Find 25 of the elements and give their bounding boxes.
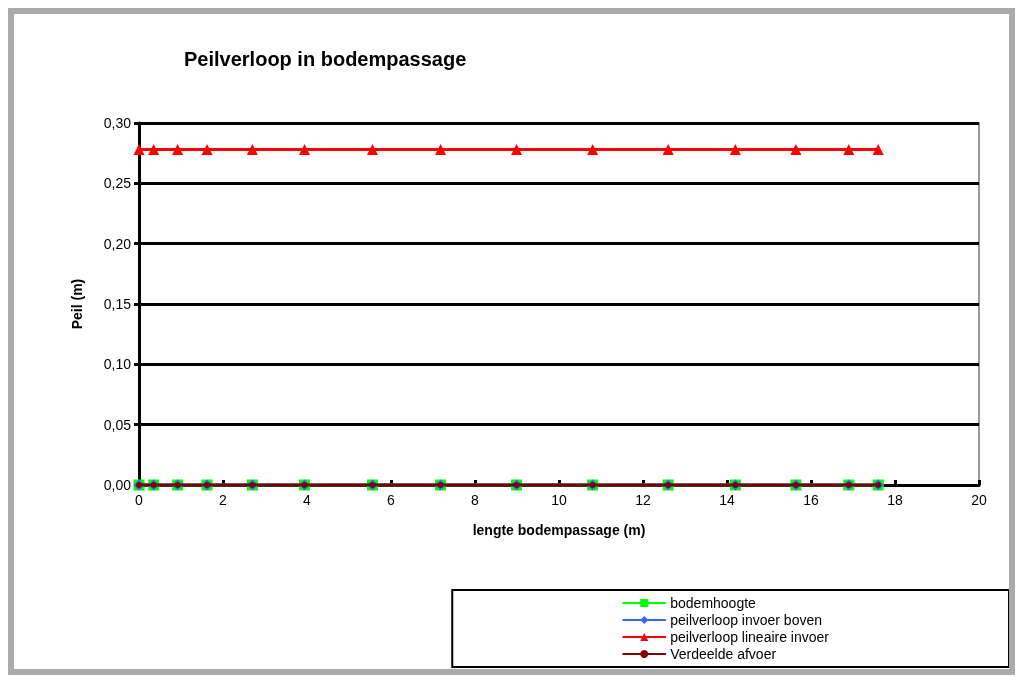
x-tick-label: 6 <box>387 492 396 508</box>
x-tick-label: 10 <box>551 492 567 508</box>
y-tick-label: 0,00 <box>103 477 132 493</box>
x-axis-title: lengte bodempassage (m) <box>472 522 646 538</box>
y-tick-label: 0,25 <box>103 175 132 192</box>
x-tick-label: 2 <box>219 492 228 508</box>
y-axis-title: Peil (m) <box>69 278 85 330</box>
x-tick-label: 14 <box>719 492 735 508</box>
x-tick-label: 0 <box>135 492 144 508</box>
legend-label: Verdeelde afvoer <box>670 646 777 662</box>
x-tick-label: 20 <box>971 492 987 508</box>
y-tick-label: 0,20 <box>103 235 132 252</box>
legend-label: bodemhoogte <box>670 595 757 611</box>
chart-title: Peilverloop in bodempassage <box>184 48 467 70</box>
x-tick-label: 16 <box>803 492 819 508</box>
x-tick-label: 4 <box>303 492 312 508</box>
legend-label: peilverloop invoer boven <box>670 612 823 628</box>
x-tick-label: 18 <box>887 492 903 508</box>
x-tick-label: 8 <box>471 492 480 508</box>
legend-label: peilverloop lineaire invoer <box>670 629 830 645</box>
x-tick-label: 12 <box>635 492 651 508</box>
y-tick-label: 0,30 <box>103 115 132 131</box>
y-tick-label: 0,05 <box>103 416 132 433</box>
y-tick-label: 0,10 <box>103 356 132 373</box>
y-tick-label: 0,15 <box>103 296 132 312</box>
